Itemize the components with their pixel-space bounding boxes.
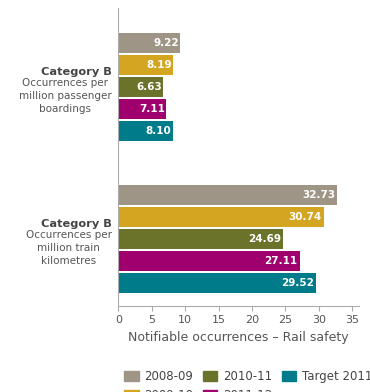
Text: 8.10: 8.10	[146, 126, 172, 136]
Bar	[118, 77, 163, 97]
Bar	[118, 99, 166, 119]
Text: 32.73: 32.73	[302, 190, 335, 200]
Text: 24.69: 24.69	[248, 234, 281, 244]
Bar	[118, 185, 337, 205]
X-axis label: Notifiable occurrences – Rail safety: Notifiable occurrences – Rail safety	[128, 331, 349, 344]
Text: 7.11: 7.11	[139, 104, 165, 114]
Bar	[118, 272, 316, 293]
Text: 29.52: 29.52	[281, 278, 314, 288]
Bar	[118, 55, 173, 75]
Text: 30.74: 30.74	[289, 212, 322, 222]
Text: 27.11: 27.11	[265, 256, 297, 266]
Bar	[118, 121, 172, 141]
Text: Category B: Category B	[41, 219, 112, 229]
Bar	[118, 229, 283, 249]
Bar	[118, 207, 324, 227]
Text: Occurrences per
million passenger
boardings: Occurrences per million passenger boardi…	[19, 78, 112, 114]
Text: Occurrences per
million train
kilometres: Occurrences per million train kilometres	[26, 230, 112, 266]
Text: 6.63: 6.63	[136, 82, 162, 92]
Bar	[118, 251, 299, 271]
Text: 8.19: 8.19	[147, 60, 172, 70]
Legend: 2008-09, 2009-10, 2010-11, 2011-12, Target 2011-12: 2008-09, 2009-10, 2010-11, 2011-12, Targ…	[120, 365, 370, 392]
Bar	[118, 33, 180, 53]
Text: 9.22: 9.22	[154, 38, 179, 48]
Text: Category B: Category B	[41, 67, 112, 77]
